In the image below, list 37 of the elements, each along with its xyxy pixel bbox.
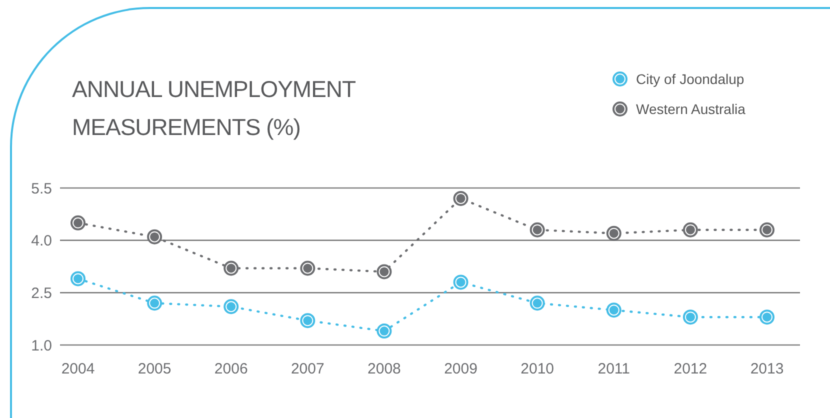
point <box>530 296 545 311</box>
point <box>70 271 86 286</box>
point <box>453 274 468 290</box>
chart-title: ANNUAL UNEMPLOYMENT MEASUREMENTS (%) <box>72 75 356 142</box>
point <box>147 296 162 311</box>
point <box>606 302 622 318</box>
point <box>682 222 698 238</box>
legend-label: Western Australia <box>636 101 746 117</box>
x-tick-label: 2013 <box>750 360 784 378</box>
y-tick-label: 2.5 <box>31 284 52 302</box>
point <box>606 226 622 241</box>
legend-label: City of Joondalup <box>636 71 744 87</box>
point <box>224 299 239 314</box>
y-tick-label: 1.0 <box>31 337 52 354</box>
point <box>530 222 545 238</box>
x-tick-label: 2006 <box>214 360 248 378</box>
y-tick-label: 4.0 <box>31 232 52 250</box>
x-tick-label: 2008 <box>368 360 401 378</box>
x-tick-label: 2007 <box>290 360 324 378</box>
point <box>147 229 162 244</box>
x-tick-label: 2010 <box>520 360 554 378</box>
point <box>376 264 392 280</box>
x-tick-label: 2011 <box>598 360 630 378</box>
point <box>760 222 774 238</box>
x-tick-label: 2005 <box>138 360 172 378</box>
point <box>760 310 774 325</box>
point <box>682 310 698 325</box>
point <box>453 190 468 206</box>
point <box>376 324 392 339</box>
point <box>300 260 316 276</box>
point <box>300 313 316 328</box>
x-tick-label: 2012 <box>674 360 708 378</box>
x-tick-label: 2004 <box>61 360 95 378</box>
point <box>70 215 86 230</box>
y-tick-label: 5.5 <box>31 180 52 198</box>
point <box>224 260 239 276</box>
x-tick-label: 2009 <box>444 360 478 378</box>
